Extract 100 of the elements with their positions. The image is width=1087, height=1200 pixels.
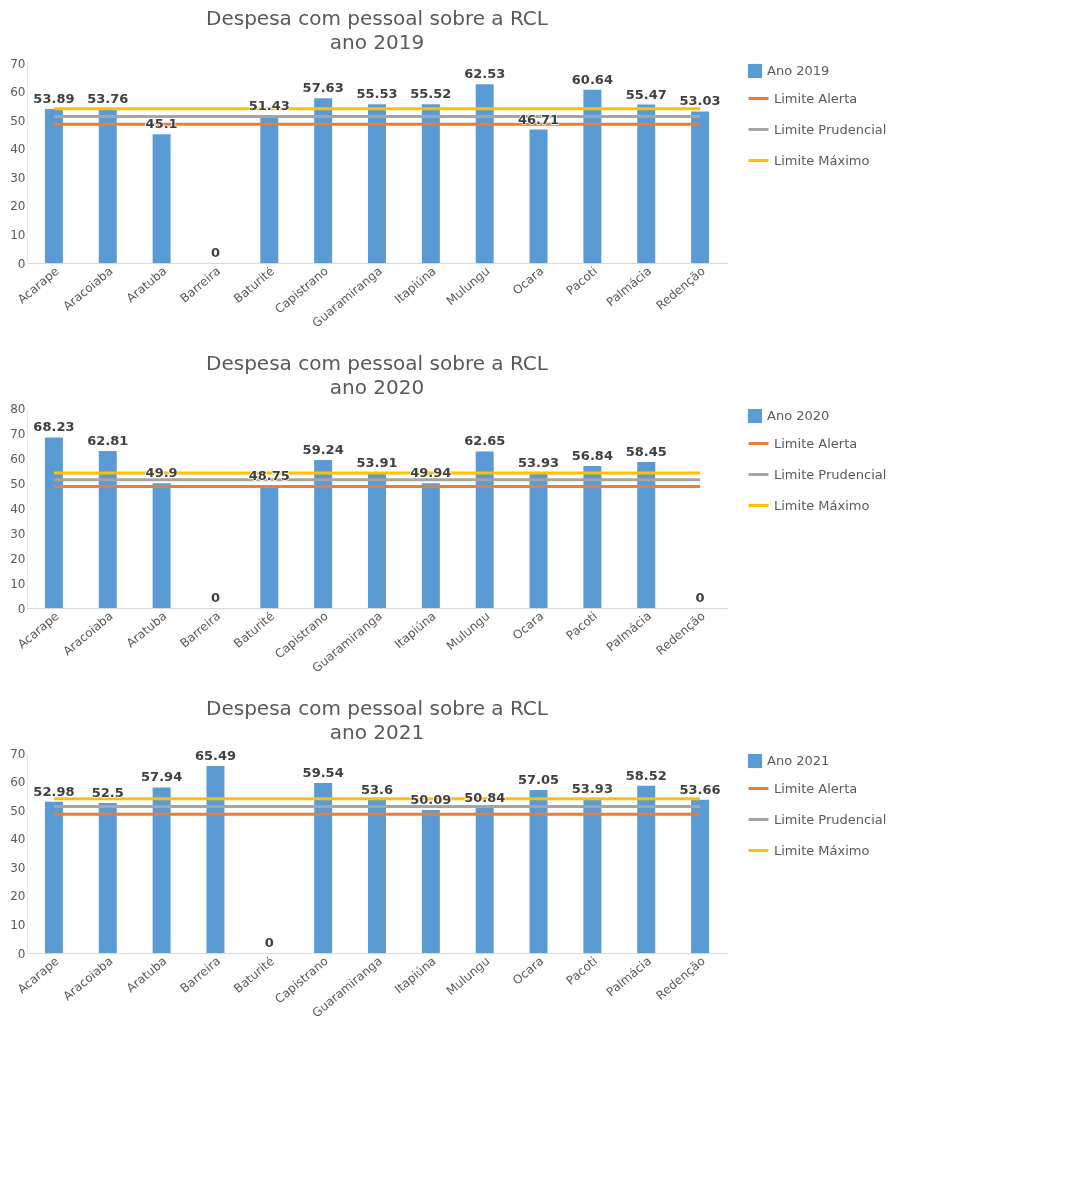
data-label: 46.71 [517,111,560,127]
y-tick-label: 60 [10,85,26,100]
data-label: 0 [695,590,705,605]
data-label: 53.03 [679,93,721,109]
bar [691,111,710,263]
bar [637,785,656,953]
y-tick-label: 0 [17,601,26,616]
data-label: 57.94 [141,769,183,785]
bar [421,104,440,263]
bar [529,790,548,953]
data-label: 53.76 [87,91,129,107]
data-label: 53.89 [33,91,75,107]
data-label: 53.91 [356,455,398,471]
y-tick-label: 70 [10,746,26,761]
legend-label: Limite Prudencial [774,466,887,482]
data-label: 55.47 [625,86,667,102]
y-tick-label: 10 [10,227,26,242]
bar [314,459,333,608]
bar [44,801,63,953]
bar [421,809,440,953]
legend-label: Ano 2021 [767,753,830,768]
y-tick-label: 30 [10,526,26,541]
y-tick-label: 80 [10,401,26,416]
bar [98,803,117,953]
data-label: 0 [264,935,274,950]
y-tick-label: 20 [10,551,26,566]
bar [583,465,602,608]
data-label: 62.53 [464,66,506,82]
bar [583,798,602,953]
chart-title: Despesa com pessoal sobre a RCL [206,6,549,30]
bar [529,473,548,608]
y-tick-label: 10 [10,576,26,591]
data-label: 59.24 [302,441,344,457]
bar [152,483,171,608]
bar [583,89,602,263]
y-tick-label: 0 [17,256,26,271]
y-tick-label: 10 [10,917,26,932]
bar [260,116,279,263]
y-tick-label: 40 [10,832,26,847]
legend-label: Limite Máximo [774,497,870,513]
y-tick-label: 50 [10,803,26,818]
y-tick-label: 40 [10,501,26,516]
chart-subtitle: ano 2019 [329,30,425,54]
data-label: 53.93 [517,455,560,471]
data-label: 53.6 [360,781,394,797]
legend-label: Limite Alerta [774,90,858,106]
data-label: 55.52 [410,86,452,102]
data-label: 59.54 [302,764,344,780]
y-tick-label: 60 [10,775,26,790]
y-tick-label: 30 [10,860,26,875]
legend-label: Ano 2019 [767,63,830,78]
data-label: 65.49 [194,747,237,763]
bar [368,104,386,263]
y-tick-label: 30 [10,170,26,185]
bar [260,486,279,608]
y-tick-label: 20 [10,199,26,214]
bar [529,129,548,263]
y-tick-label: 70 [10,56,26,71]
data-label: 57.05 [517,772,560,787]
bar [44,109,63,263]
bar [421,483,440,608]
data-label: 49.9 [145,465,178,481]
bar [368,799,386,953]
chart-subtitle: ano 2021 [329,720,425,744]
legend-label: Limite Máximo [774,842,870,858]
bar [475,451,494,608]
legend-label: Limite Alerta [774,435,858,451]
y-tick-label: 40 [10,142,26,157]
data-label: 0 [210,245,220,260]
data-label: 52.5 [91,785,124,800]
data-label: 0 [210,590,220,605]
data-label: 53.93 [571,780,613,796]
y-tick-label: 50 [10,476,26,491]
data-label: 55.53 [356,86,398,102]
bar [368,473,386,608]
bar [44,437,63,608]
bar [314,782,333,953]
y-tick-label: 0 [17,946,26,961]
data-label: 49.94 [410,465,452,481]
data-label: 58.45 [625,443,667,459]
data-label: 52.98 [33,783,75,799]
data-label: 53.66 [679,781,721,797]
legend-label: Limite Máximo [774,152,870,168]
y-tick-label: 70 [10,426,26,441]
bar [98,450,117,608]
bar [637,104,656,263]
legend-label: Limite Alerta [774,780,858,796]
y-tick-label: 60 [10,451,26,466]
bar [98,109,117,263]
chart-title: Despesa com pessoal sobre a RCL [206,696,549,720]
bar [637,461,656,608]
bar [475,807,494,953]
data-label: 68.23 [33,419,75,435]
legend-label: Limite Prudencial [774,811,887,827]
data-label: 62.65 [464,433,506,449]
data-label: 58.52 [625,767,667,783]
y-tick-label: 50 [10,113,26,128]
legend-label: Ano 2020 [767,408,830,423]
chart-title: Despesa com pessoal sobre a RCL [206,351,549,375]
chart-subtitle: ano 2020 [329,375,425,399]
